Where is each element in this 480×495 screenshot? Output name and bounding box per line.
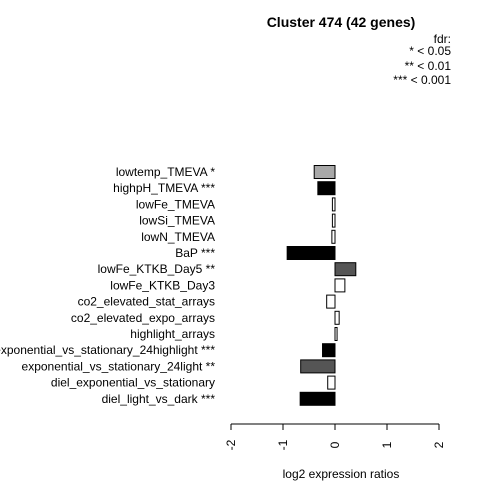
bar bbox=[300, 359, 336, 374]
category-label: highlight_arrays bbox=[130, 327, 215, 341]
legend-entry: *** < 0.001 bbox=[393, 73, 451, 87]
category-labels: lowtemp_TMEVA * highpH_TMEVA *** lowFe_TME… bbox=[0, 165, 215, 406]
category-label: co2_elevated_expo_arrays bbox=[71, 311, 215, 325]
category-label: exponential_vs_stationary_24light ** bbox=[22, 359, 216, 373]
bar bbox=[334, 262, 357, 277]
x-tick-label: 1 bbox=[380, 441, 394, 448]
bar bbox=[331, 197, 336, 212]
bar bbox=[334, 310, 340, 325]
bar bbox=[331, 213, 336, 228]
legend-entry: ** < 0.01 bbox=[405, 59, 452, 73]
x-tick-label: -2 bbox=[224, 439, 238, 450]
x-axis-label: log2 expression ratios bbox=[283, 467, 400, 481]
bar bbox=[313, 165, 336, 179]
x-axis: -2 -1 0 1 2 bbox=[224, 423, 446, 450]
category-label: lowFe_KTKB_Day3 bbox=[110, 278, 215, 292]
bar bbox=[334, 327, 338, 341]
legend-entry: * < 0.05 bbox=[409, 44, 451, 58]
legend: fdr: * < 0.05 ** < 0.01 *** < 0.001 bbox=[393, 32, 451, 87]
category-label: highpH_TMEVA *** bbox=[113, 181, 215, 195]
bars bbox=[286, 165, 357, 406]
bar bbox=[327, 375, 336, 390]
bar bbox=[317, 181, 336, 196]
x-tick-label: 2 bbox=[432, 441, 446, 448]
legend-heading: fdr: bbox=[434, 32, 451, 46]
category-label: BaP *** bbox=[175, 246, 215, 260]
category-label: lowN_TMEVA bbox=[141, 230, 215, 244]
bar bbox=[326, 294, 336, 309]
category-label: exponential_vs_stationary_24highlight **… bbox=[0, 343, 215, 357]
bar bbox=[299, 391, 336, 406]
category-label: co2_elevated_stat_arrays bbox=[78, 295, 215, 309]
category-label: lowtemp_TMEVA * bbox=[116, 165, 215, 179]
x-tick-label: 0 bbox=[328, 441, 342, 448]
category-label: diel_light_vs_dark *** bbox=[102, 392, 216, 406]
category-label: lowFe_KTKB_Day5 ** bbox=[98, 262, 216, 276]
category-label: lowSi_TMEVA bbox=[139, 214, 215, 228]
bar bbox=[334, 278, 346, 293]
category-label: lowFe_TMEVA bbox=[136, 197, 215, 211]
bar bbox=[322, 343, 336, 358]
chart-title: Cluster 474 (42 genes) bbox=[267, 14, 416, 30]
x-tick-label: -1 bbox=[276, 439, 290, 450]
bar bbox=[331, 229, 336, 244]
bar bbox=[286, 246, 336, 260]
category-label: diel_exponential_vs_stationary bbox=[51, 376, 215, 390]
